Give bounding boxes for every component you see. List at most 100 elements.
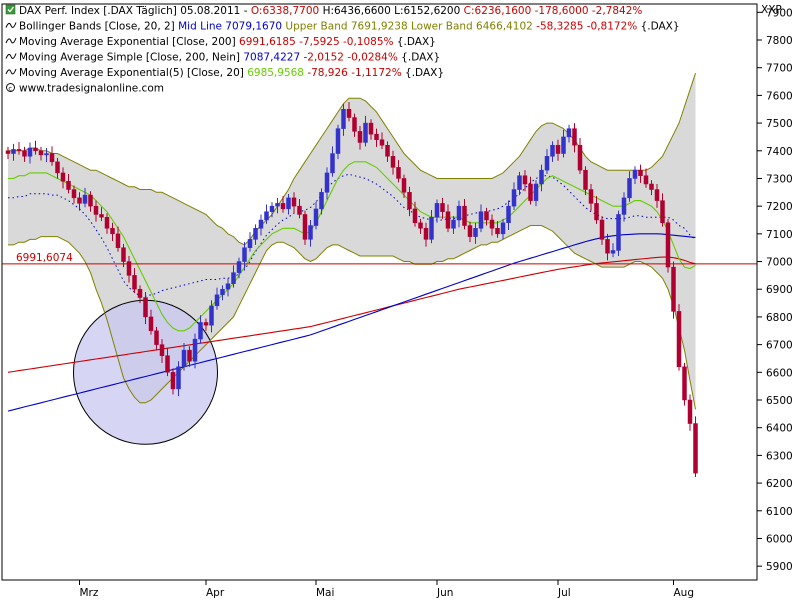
y-tick-label: 6900 bbox=[766, 284, 793, 296]
candle-body bbox=[176, 366, 181, 390]
candle-body bbox=[49, 153, 55, 163]
legend-entry: Moving Average Exponential(5) [Close, 20… bbox=[19, 67, 444, 79]
candle-body bbox=[401, 178, 407, 193]
candle-body bbox=[137, 288, 143, 298]
y-tick-label: 6500 bbox=[766, 395, 793, 407]
candle-body bbox=[605, 239, 610, 254]
indicator-icon bbox=[5, 37, 17, 44]
candle-body bbox=[291, 197, 297, 207]
candle-body bbox=[286, 197, 291, 210]
legend-entry: www.tradesignalonline.com bbox=[19, 83, 164, 95]
x-tick-label: Apr bbox=[206, 587, 225, 599]
candle-body bbox=[451, 219, 456, 229]
y-tick-label: 7700 bbox=[766, 63, 793, 75]
y-tick-label: 7100 bbox=[766, 229, 793, 241]
candle-body bbox=[99, 214, 104, 218]
legend-text: Mid Line 7079,1670 bbox=[178, 21, 282, 33]
legend-text: Moving Average Exponential [Close, 200] bbox=[19, 36, 239, 48]
candle-body bbox=[302, 214, 308, 240]
candle-body bbox=[44, 153, 49, 156]
x-tick-label: Mrz bbox=[80, 587, 99, 599]
candle-body bbox=[385, 144, 390, 157]
series-bollinger-mid bbox=[8, 173, 696, 297]
candle-body bbox=[33, 147, 38, 152]
candle-body bbox=[330, 153, 335, 174]
candle-body bbox=[363, 122, 368, 143]
candle-body bbox=[379, 139, 385, 146]
candle-body bbox=[313, 208, 319, 226]
legend-text: {.DAX} bbox=[398, 52, 440, 64]
candle-body bbox=[566, 128, 572, 138]
candle-body bbox=[445, 211, 451, 229]
candle-body bbox=[143, 297, 148, 318]
candle-body bbox=[621, 197, 627, 215]
candle-body bbox=[11, 149, 16, 154]
candle-body bbox=[517, 175, 522, 190]
series-sma200 bbox=[7, 233, 696, 412]
checkbox-icon-check bbox=[7, 6, 15, 13]
candle-body bbox=[682, 366, 687, 401]
candle-body bbox=[308, 225, 313, 240]
legend-text: O:6338,7700 bbox=[251, 5, 319, 17]
candle-body bbox=[693, 423, 698, 474]
candle-body bbox=[27, 147, 33, 157]
candle-body bbox=[275, 203, 280, 207]
candles bbox=[5, 102, 698, 477]
candle-body bbox=[577, 144, 583, 171]
candle-body bbox=[484, 211, 489, 221]
legend-text: -58,3285 -0,8172% bbox=[533, 21, 637, 33]
candle-body bbox=[264, 211, 269, 221]
candle-body bbox=[60, 172, 66, 182]
checkbox-icon bbox=[5, 4, 16, 15]
candle-body bbox=[462, 205, 467, 226]
candle-body bbox=[88, 194, 93, 207]
candle-body bbox=[390, 156, 396, 168]
candle-body bbox=[214, 294, 220, 307]
candle-body bbox=[22, 150, 27, 157]
candle-body bbox=[423, 228, 429, 240]
series-bollinger-lower bbox=[8, 225, 696, 410]
legend-text: Upper Band 7691,9238 Lower Band 6466,410… bbox=[282, 21, 533, 33]
x-tick-label: Mai bbox=[316, 587, 334, 599]
candle-body bbox=[82, 194, 88, 204]
candle-body bbox=[104, 216, 110, 229]
candle-body bbox=[187, 349, 192, 362]
x-tick-label: Jul bbox=[557, 587, 571, 599]
y-axis-title: XXP bbox=[761, 4, 782, 16]
y-tick-label: 7200 bbox=[766, 201, 793, 213]
indicator-icon bbox=[5, 68, 17, 75]
candle-body bbox=[599, 219, 605, 240]
y-tick-label: 6300 bbox=[766, 450, 793, 462]
legend-text: Moving Average Exponential(5) [Close, 20… bbox=[19, 67, 247, 79]
candle-body bbox=[110, 228, 115, 235]
candle-body bbox=[643, 175, 649, 185]
candle-body bbox=[665, 222, 671, 268]
candle-body bbox=[561, 136, 566, 154]
candle-body bbox=[192, 338, 198, 362]
candle-body bbox=[583, 169, 588, 190]
candle-body bbox=[533, 183, 539, 201]
legend-text: 7087,4227 bbox=[243, 52, 300, 64]
series-ema200 bbox=[7, 256, 696, 373]
candle-body bbox=[506, 205, 511, 224]
x-tick-label: Jun bbox=[436, 587, 453, 599]
y-tick-label: 6600 bbox=[766, 367, 793, 379]
candle-body bbox=[115, 233, 121, 248]
legend-text: {.DAX} bbox=[637, 21, 679, 33]
y-tick-label: 7800 bbox=[766, 35, 793, 47]
candle-body bbox=[159, 344, 165, 356]
y-tick-label: 6000 bbox=[766, 533, 793, 545]
candle-body bbox=[126, 261, 132, 276]
plot-frame bbox=[1, 3, 758, 581]
candle-body bbox=[374, 133, 379, 140]
candle-body bbox=[396, 167, 401, 179]
legend-text: C:6236,1600 -178,6000 -2,7842% bbox=[464, 5, 643, 17]
series-ema20 bbox=[8, 161, 696, 332]
candle-body bbox=[269, 205, 275, 212]
candle-body bbox=[38, 150, 44, 156]
candle-body bbox=[247, 239, 253, 248]
candle-body bbox=[170, 372, 176, 390]
y-tick-label: 6100 bbox=[766, 506, 793, 518]
candle-body bbox=[242, 247, 247, 262]
